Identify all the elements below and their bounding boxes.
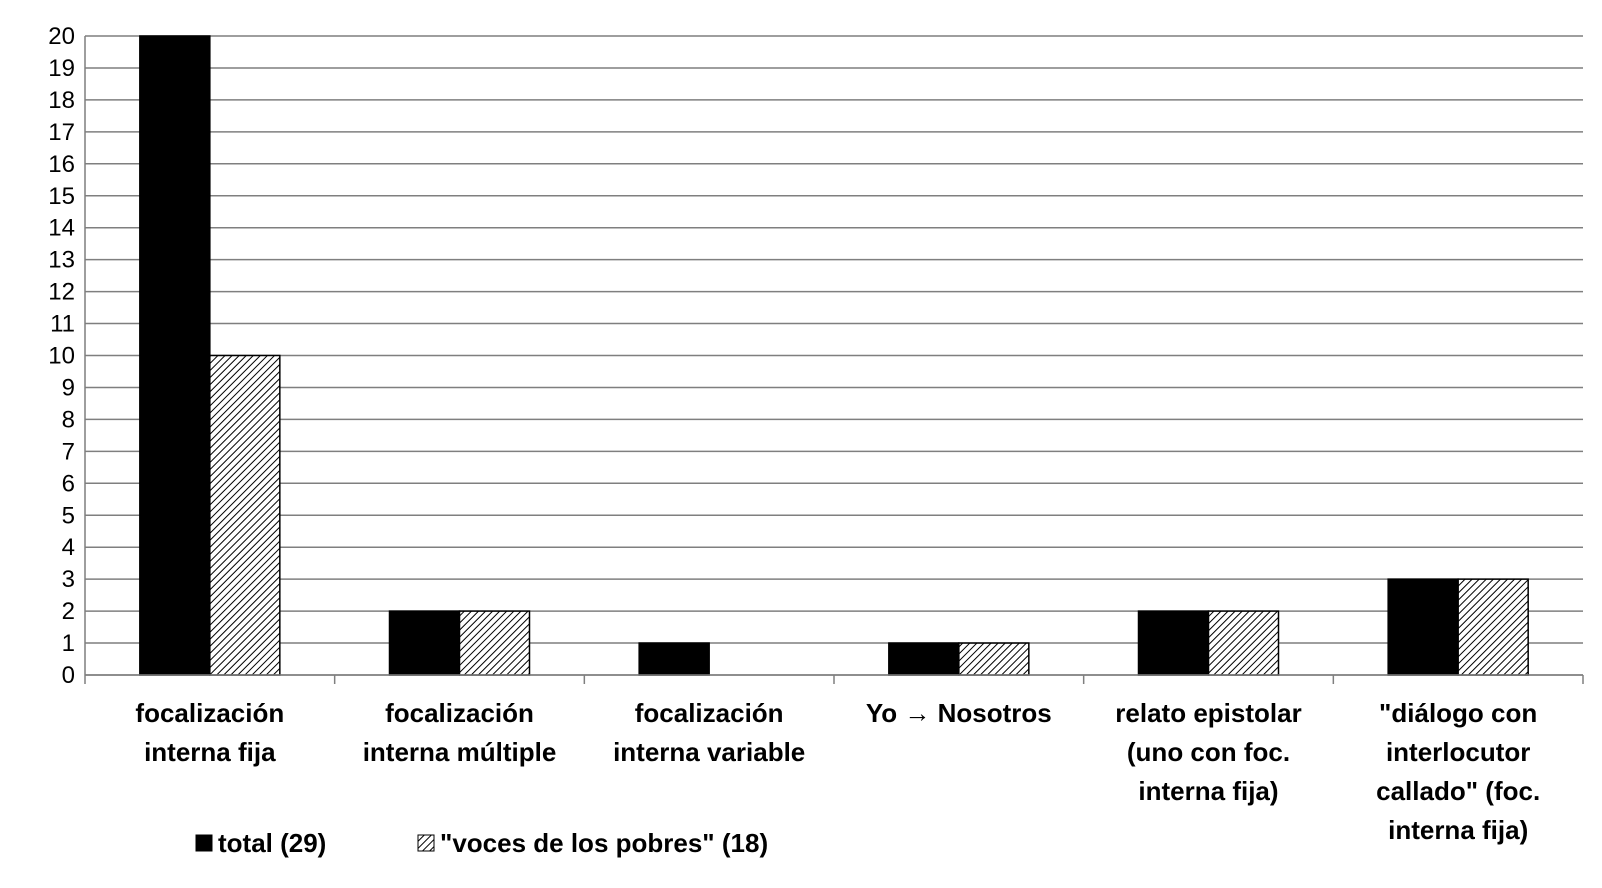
x-axis-labels: focalización interna fija focalización inte…	[135, 698, 1540, 845]
y-tick-label: 0	[62, 662, 75, 689]
bars	[139, 35, 1529, 676]
x-category-label-line: "diálogo con	[1379, 698, 1537, 728]
x-category-label-line: interna múltiple	[363, 737, 557, 767]
x-category-label-line: Yo → Nosotros	[866, 698, 1052, 728]
x-category-label-line: interna fija)	[1388, 815, 1528, 845]
y-tick-label: 9	[62, 374, 75, 401]
x-category-label-line: interna fija)	[1138, 776, 1278, 806]
bar-series0-cat4	[1137, 610, 1210, 676]
x-category-label-line: interlocutor	[1386, 737, 1530, 767]
bar-series0-cat1	[388, 610, 461, 676]
x-category-label: focalización interna variable	[613, 698, 805, 767]
x-category-label-line: focalización	[385, 698, 534, 728]
y-tick-label: 5	[62, 502, 75, 529]
y-tick-label: 7	[62, 438, 75, 465]
legend-swatch-1	[417, 834, 435, 852]
x-category-label: focalización interna fija	[135, 698, 284, 767]
y-tick-label: 15	[48, 183, 75, 210]
y-tick-label: 20	[48, 23, 75, 50]
bar-series1-cat4	[1207, 610, 1280, 676]
x-category-label: Yo → Nosotros	[866, 698, 1052, 728]
bar-series1-cat1	[458, 610, 531, 676]
x-category-label-line: relato epistolar	[1115, 698, 1301, 728]
bar-series0-cat5	[1387, 578, 1459, 676]
x-category-label: "diálogo con interlocutor callado" (foc. in…	[1376, 698, 1540, 845]
y-tick-label: 17	[48, 119, 75, 146]
y-tick-label: 11	[50, 311, 75, 338]
bar-series0-cat2	[638, 642, 710, 676]
gridlines	[85, 35, 1583, 676]
y-tick-label: 4	[62, 534, 75, 561]
y-tick-label: 14	[48, 215, 75, 242]
x-category-label: relato epistolar (uno con foc. interna fij…	[1115, 698, 1301, 806]
axes	[84, 36, 1584, 684]
x-category-label-line: callado" (foc.	[1376, 776, 1540, 806]
y-tick-label: 10	[48, 343, 75, 370]
y-tick-label: 6	[62, 470, 75, 497]
bar-series0-cat3	[888, 642, 960, 676]
x-category-label-line: (uno con foc.	[1127, 737, 1290, 767]
y-tick-label: 18	[48, 87, 75, 114]
y-tick-label: 1	[62, 630, 75, 657]
legend: total (29) "voces de los pobres" (18)	[195, 828, 768, 858]
legend-swatch-0	[195, 834, 213, 852]
y-tick-label: 8	[62, 406, 75, 433]
bar-series1-cat3	[958, 642, 1030, 676]
y-tick-label: 13	[48, 247, 75, 274]
y-tick-label: 3	[62, 566, 75, 593]
y-tick-label: 16	[48, 151, 75, 178]
legend-label-1: "voces de los pobres" (18)	[440, 828, 768, 858]
x-category-label-line: interna variable	[613, 737, 805, 767]
y-tick-label: 19	[48, 55, 75, 82]
y-tick-label: 2	[62, 598, 75, 625]
legend-label-0: total (29)	[218, 828, 326, 858]
x-category-label-line: focalización	[135, 698, 284, 728]
x-category-label-line: interna fija	[144, 737, 276, 767]
x-category-label: focalización interna múltiple	[363, 698, 557, 767]
x-category-label-line: focalización	[635, 698, 784, 728]
y-tick-label: 12	[48, 279, 75, 306]
bar-series0-cat0	[139, 35, 211, 676]
bar-series1-cat0	[209, 354, 281, 676]
bar-series1-cat5	[1457, 578, 1529, 676]
